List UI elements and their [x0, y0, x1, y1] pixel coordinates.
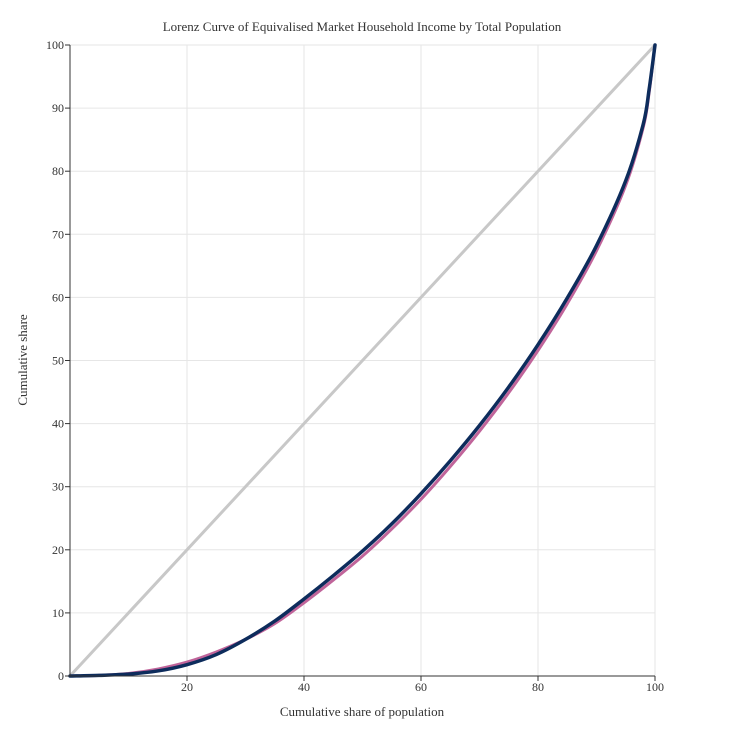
y-tick-label: 90 — [52, 101, 64, 115]
series-line-2 — [68, 43, 657, 678]
x-tick-label: 100 — [646, 680, 664, 694]
y-tick-label: 80 — [52, 164, 64, 178]
y-tick-label: 30 — [52, 480, 64, 494]
y-tick-label: 60 — [52, 290, 64, 304]
y-tick-label: 20 — [52, 543, 64, 557]
y-tick-label: 40 — [52, 417, 64, 431]
y-tick-label: 50 — [52, 354, 64, 368]
series-line-3 — [68, 43, 657, 678]
axes: 0 10 20 30 40 50 60 70 80 90 100 20 40 60 80 100 — [46, 38, 664, 694]
y-axis-title: Cumulative share — [15, 314, 30, 406]
y-tick-label: 0 — [58, 669, 64, 683]
y-tick-label: 100 — [46, 38, 64, 52]
series-group — [68, 43, 657, 678]
chart-title: Lorenz Curve of Equivalised Market House… — [163, 19, 562, 34]
x-tick-label: 80 — [532, 680, 544, 694]
series-line-1 — [68, 43, 657, 678]
y-tick-label: 70 — [52, 227, 64, 241]
x-tick-label: 40 — [298, 680, 310, 694]
x-tick-label: 20 — [181, 680, 193, 694]
x-axis-title: Cumulative share of population — [280, 704, 445, 719]
y-tick-label: 10 — [52, 606, 64, 620]
x-tick-label: 60 — [415, 680, 427, 694]
